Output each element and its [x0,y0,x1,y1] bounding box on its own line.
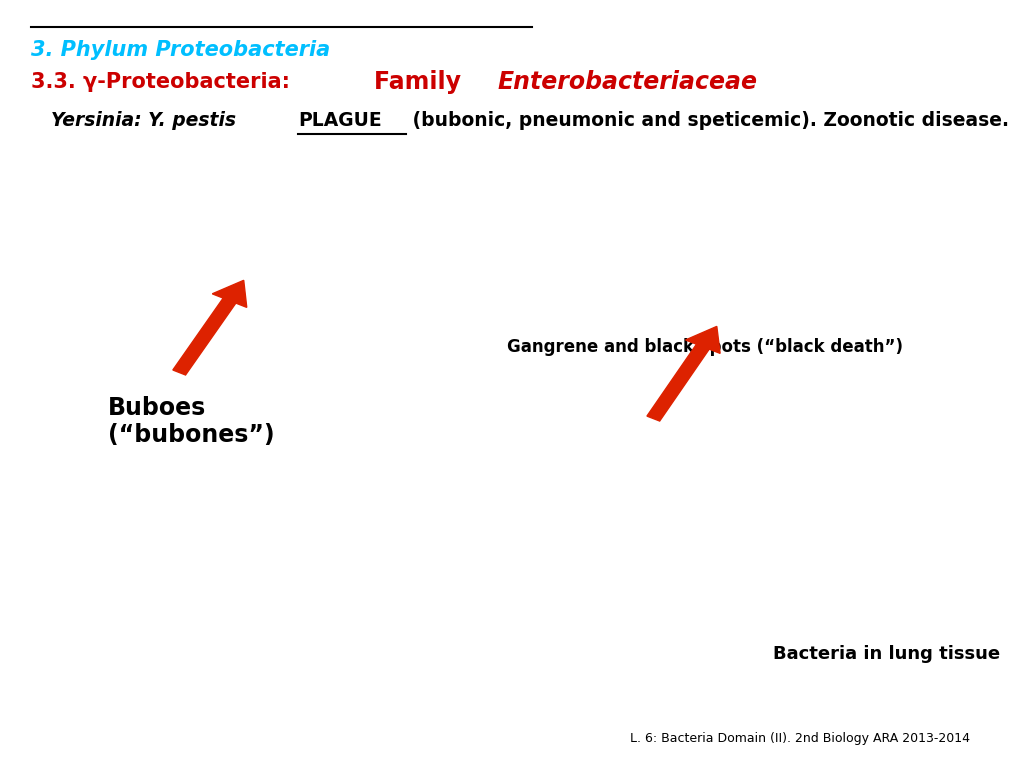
Text: (bubonic, pneumonic and speticemic). Zoonotic disease.: (bubonic, pneumonic and speticemic). Zoo… [407,111,1010,130]
Text: 3. Phylum Proteobacteria: 3. Phylum Proteobacteria [31,40,330,60]
Text: Family: Family [374,70,470,94]
Text: Bacteria in lung tissue: Bacteria in lung tissue [773,645,1000,664]
FancyArrow shape [647,326,720,421]
Text: Gangrene and black spots (“black death”): Gangrene and black spots (“black death”) [507,338,903,356]
Text: 3.3. γ-Proteobacteria:: 3.3. γ-Proteobacteria: [31,72,297,92]
FancyArrow shape [173,280,247,375]
Text: Yersinia: Y. pestis: Yersinia: Y. pestis [51,111,243,130]
Text: PLAGUE: PLAGUE [298,111,382,130]
Text: Buboes
(“bubones”): Buboes (“bubones”) [108,396,274,447]
Text: Enterobacteriaceae: Enterobacteriaceae [498,70,757,94]
Text: L. 6: Bacteria Domain (II). 2nd Biology ARA 2013-2014: L. 6: Bacteria Domain (II). 2nd Biology … [630,733,970,745]
